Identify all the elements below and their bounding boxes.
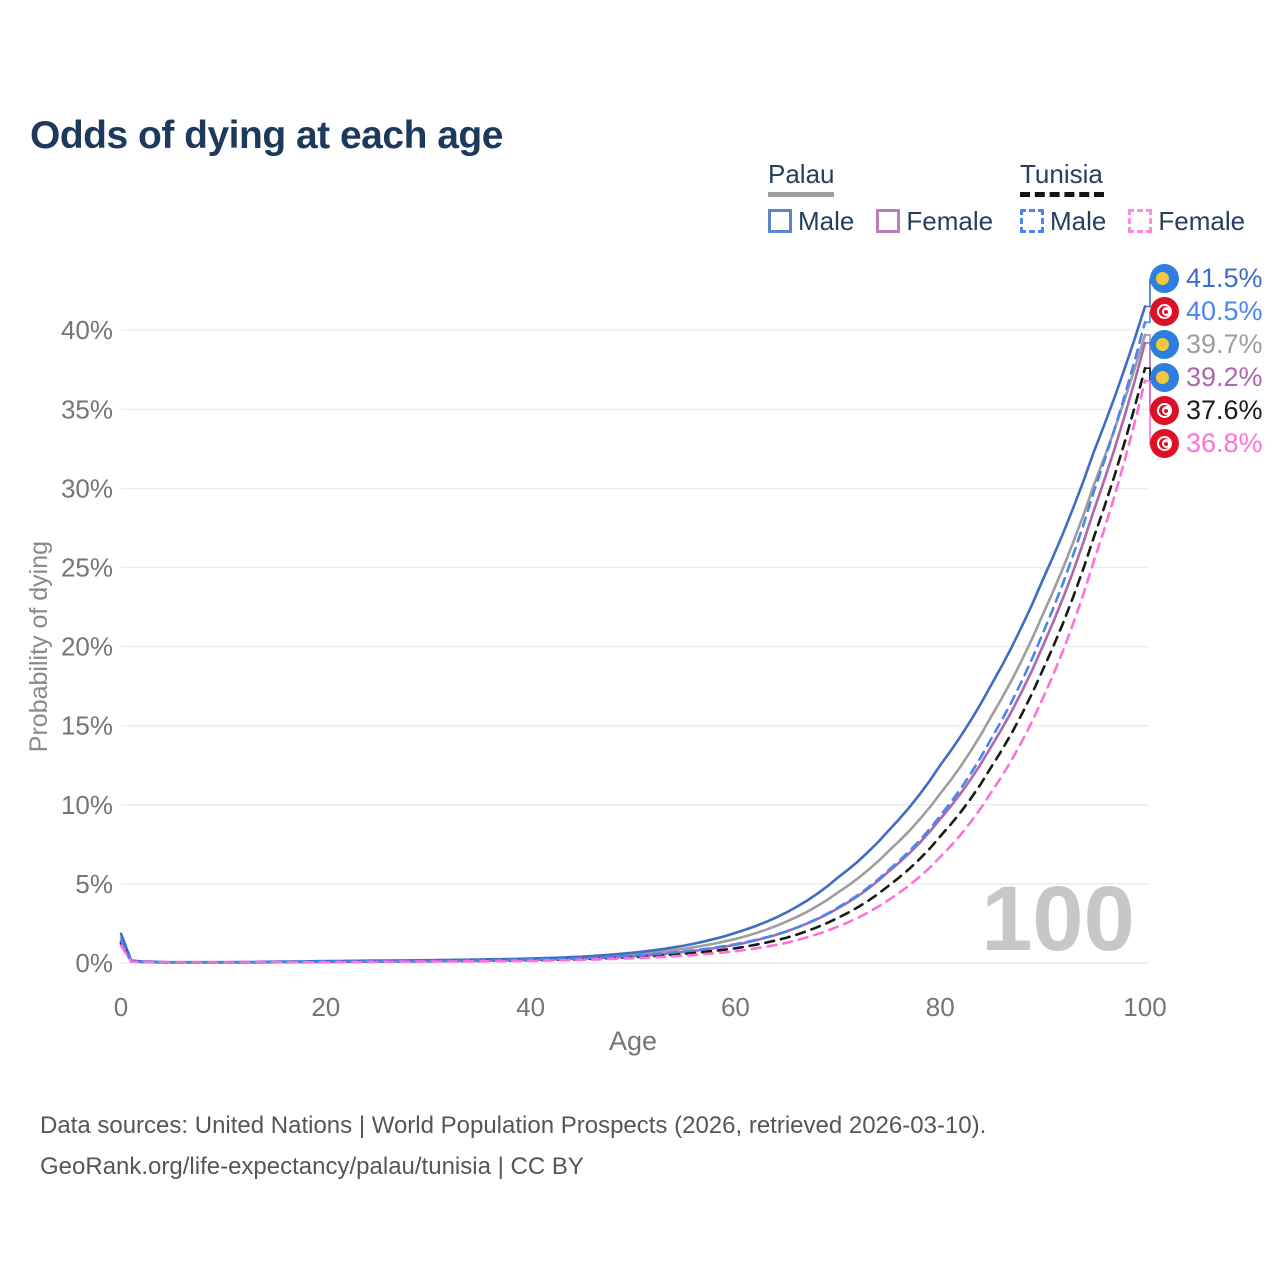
line-palau-all <box>119 333 1147 964</box>
palau-flag-icon <box>1150 264 1179 293</box>
tunisia-female-checkbox-icon[interactable] <box>1128 209 1153 234</box>
tunisia-male-checkbox-icon[interactable] <box>1020 209 1044 234</box>
x-tick-label: 0 <box>114 992 128 1022</box>
end-label-tunisia-female: 36.8% <box>1150 427 1263 460</box>
footer-line-2: GeoRank.org/life-expectancy/palau/tunisi… <box>40 1152 584 1180</box>
legend-group-tunisia: Tunisia Male Female <box>1020 160 1245 237</box>
tunisia-flag-icon <box>1150 396 1179 425</box>
y-tick-label: 15% <box>61 711 113 741</box>
y-tick-label: 10% <box>61 790 113 820</box>
line-tunisia-male <box>119 321 1147 964</box>
tunisia-dashed-line-swatch <box>1020 191 1104 197</box>
line-tunisia-female <box>119 379 1147 964</box>
end-label-palau-female: 39.2% <box>1150 361 1263 394</box>
y-axis-title: Probability of dying <box>25 541 53 752</box>
footer-line-1: Data sources: United Nations | World Pop… <box>40 1112 987 1139</box>
end-value-label: 41.5% <box>1186 263 1263 293</box>
line-palau-female <box>119 341 1147 964</box>
y-tick-label: 0% <box>75 948 113 978</box>
data-sources-footer: Data sources: United Nations | World Pop… <box>40 1106 986 1188</box>
legend-label: Female <box>906 205 994 236</box>
palau-solid-line-swatch <box>768 191 834 197</box>
y-tick-label: 5% <box>75 869 113 899</box>
x-axis-title: Age <box>609 1026 657 1056</box>
end-value-label: 40.5% <box>1186 296 1263 326</box>
tunisia-flag-icon <box>1150 429 1179 458</box>
x-tick-label: 20 <box>311 992 340 1022</box>
page-title: Odds of dying at each age <box>30 114 503 158</box>
tunisia-flag-icon <box>1150 297 1179 326</box>
legend-label: Male <box>1050 205 1107 236</box>
end-label-tunisia-male: 40.5% <box>1150 295 1263 328</box>
palau-flag-icon <box>1150 363 1179 392</box>
age-counter-watermark: 100 <box>981 868 1135 970</box>
end-label-palau-male: 41.5% <box>1150 262 1263 295</box>
x-tick-label: 40 <box>516 992 545 1022</box>
y-tick-label: 20% <box>61 632 113 662</box>
x-tick-label: 100 <box>1123 992 1166 1022</box>
x-tick-label: 80 <box>926 992 955 1022</box>
legend-item-palau-male[interactable]: Male <box>768 206 854 237</box>
line-palau-male <box>119 305 1147 964</box>
x-tick-label: 60 <box>721 992 750 1022</box>
line-tunisia-all <box>119 366 1147 964</box>
legend-country-tunisia: Tunisia <box>1020 159 1103 189</box>
legend-item-palau-female[interactable]: Female <box>876 206 993 237</box>
end-label-palau-all: 39.7% <box>1150 328 1263 361</box>
end-value-label: 39.7% <box>1186 329 1263 359</box>
legend-country-palau: Palau <box>768 159 835 189</box>
y-tick-label: 35% <box>61 394 113 424</box>
y-tick-label: 30% <box>61 473 113 503</box>
y-tick-label: 25% <box>61 553 113 583</box>
palau-female-checkbox-icon[interactable] <box>876 209 901 234</box>
legend-item-tunisia-male[interactable]: Male <box>1020 206 1106 237</box>
palau-flag-icon <box>1150 330 1179 359</box>
palau-male-checkbox-icon[interactable] <box>768 209 792 234</box>
end-value-label: 36.8% <box>1186 428 1263 458</box>
end-value-label: 39.2% <box>1186 362 1263 392</box>
legend-label: Male <box>798 205 855 236</box>
end-value-label: 37.6% <box>1186 395 1263 425</box>
end-label-tunisia-all: 37.6% <box>1150 394 1263 427</box>
legend-item-tunisia-female[interactable]: Female <box>1128 206 1245 237</box>
legend-label: Female <box>1158 205 1246 236</box>
y-tick-label: 40% <box>61 315 113 345</box>
legend-group-palau: Palau Male Female <box>768 160 993 237</box>
